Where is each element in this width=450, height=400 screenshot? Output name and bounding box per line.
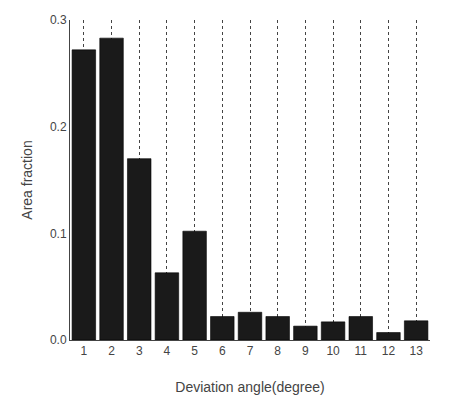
svg-text:3: 3 [136,344,143,358]
svg-text:10: 10 [326,344,340,358]
svg-text:4: 4 [164,344,171,358]
svg-text:13: 13 [409,344,423,358]
svg-text:0.2: 0.2 [50,120,67,134]
svg-text:Area fraction: Area fraction [19,140,35,219]
svg-text:12: 12 [382,344,396,358]
svg-text:2: 2 [108,344,115,358]
svg-text:5: 5 [191,344,198,358]
svg-text:0.1: 0.1 [50,227,67,241]
svg-text:8: 8 [274,344,281,358]
svg-text:Deviation angle(degree): Deviation angle(degree) [175,379,324,395]
svg-text:9: 9 [302,344,309,358]
svg-text:0.0: 0.0 [50,333,67,347]
svg-text:7: 7 [247,344,254,358]
svg-text:0.3: 0.3 [50,13,67,27]
svg-text:1: 1 [81,344,88,358]
svg-text:11: 11 [355,344,368,358]
svg-text:6: 6 [219,344,226,358]
